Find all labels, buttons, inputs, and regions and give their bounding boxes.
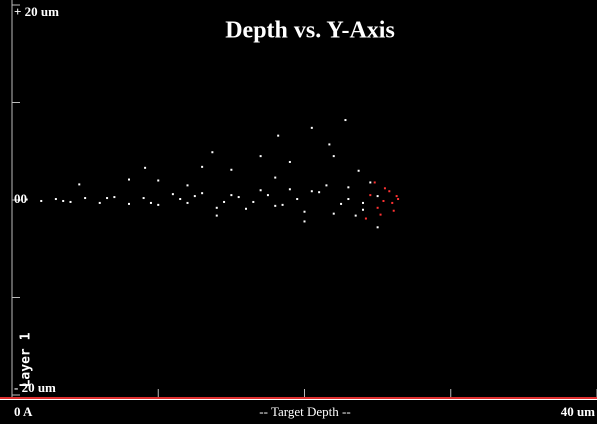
y-tick-label: 00	[14, 191, 27, 206]
point	[149, 201, 152, 204]
point	[211, 151, 214, 154]
point	[186, 184, 189, 187]
point	[376, 226, 379, 229]
plot-background	[0, 0, 597, 398]
point	[223, 200, 226, 203]
point	[303, 210, 306, 213]
point	[171, 193, 174, 196]
point	[397, 198, 400, 201]
point	[376, 195, 379, 198]
point	[382, 199, 385, 202]
point	[379, 213, 382, 216]
point	[274, 204, 277, 207]
point	[310, 126, 313, 129]
point	[318, 191, 321, 194]
point	[340, 202, 343, 205]
point	[277, 134, 280, 137]
point	[357, 169, 360, 172]
point	[274, 176, 277, 179]
point	[369, 181, 372, 184]
point	[69, 200, 72, 203]
point	[288, 188, 291, 191]
point	[18, 199, 21, 201]
point	[201, 165, 204, 168]
point	[128, 178, 130, 181]
point	[288, 160, 291, 163]
point	[347, 186, 350, 189]
point	[84, 197, 87, 200]
y-tick-label: + 20 um	[14, 4, 59, 19]
point	[376, 206, 379, 209]
point	[362, 208, 364, 211]
point	[281, 203, 284, 206]
point	[128, 202, 130, 205]
point	[179, 198, 182, 201]
point	[113, 196, 116, 199]
point	[201, 192, 204, 195]
x-axis-bar	[0, 400, 597, 424]
point	[106, 197, 109, 200]
point	[328, 143, 331, 146]
x-tick-label: 0 A	[14, 404, 33, 419]
point	[144, 166, 147, 169]
point	[157, 179, 160, 182]
point	[354, 214, 357, 217]
point	[186, 201, 189, 204]
y-tick-label: - 20 um	[14, 380, 56, 395]
point	[252, 200, 255, 203]
point	[310, 190, 313, 193]
point	[332, 212, 335, 215]
point	[347, 198, 350, 201]
point	[215, 214, 218, 217]
point	[230, 168, 233, 171]
point	[296, 198, 299, 201]
point	[388, 190, 391, 193]
point	[391, 201, 394, 204]
point	[142, 197, 145, 200]
point	[392, 209, 395, 212]
point	[325, 184, 328, 187]
point	[383, 187, 386, 190]
point	[193, 195, 196, 198]
x-tick-label: 40 um	[561, 404, 595, 419]
point	[369, 194, 372, 197]
chart-title: Depth vs. Y-Axis	[225, 18, 395, 44]
point	[157, 203, 160, 206]
point	[98, 201, 101, 204]
point	[78, 183, 81, 186]
point	[332, 155, 335, 158]
point	[62, 199, 65, 202]
point	[364, 217, 367, 220]
layer-label: Layer 1	[19, 332, 34, 387]
point	[54, 198, 57, 201]
point	[215, 206, 218, 209]
point	[303, 220, 306, 223]
point	[259, 189, 262, 192]
point	[230, 194, 233, 197]
point	[344, 119, 347, 122]
point	[25, 198, 28, 201]
point	[237, 196, 240, 199]
point	[362, 201, 364, 204]
point	[40, 199, 43, 202]
point	[395, 195, 398, 198]
x-axis-label: -- Target Depth --	[259, 404, 350, 419]
point	[259, 155, 262, 158]
point	[373, 181, 376, 184]
point	[266, 194, 269, 197]
point	[245, 207, 247, 210]
